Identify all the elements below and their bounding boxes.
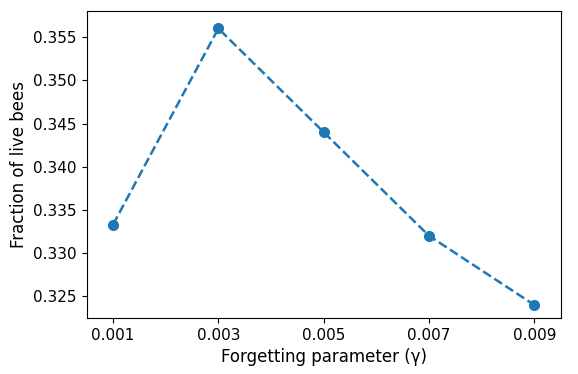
X-axis label: Forgetting parameter (γ): Forgetting parameter (γ) [221,348,427,366]
Y-axis label: Fraction of live bees: Fraction of live bees [10,81,28,248]
